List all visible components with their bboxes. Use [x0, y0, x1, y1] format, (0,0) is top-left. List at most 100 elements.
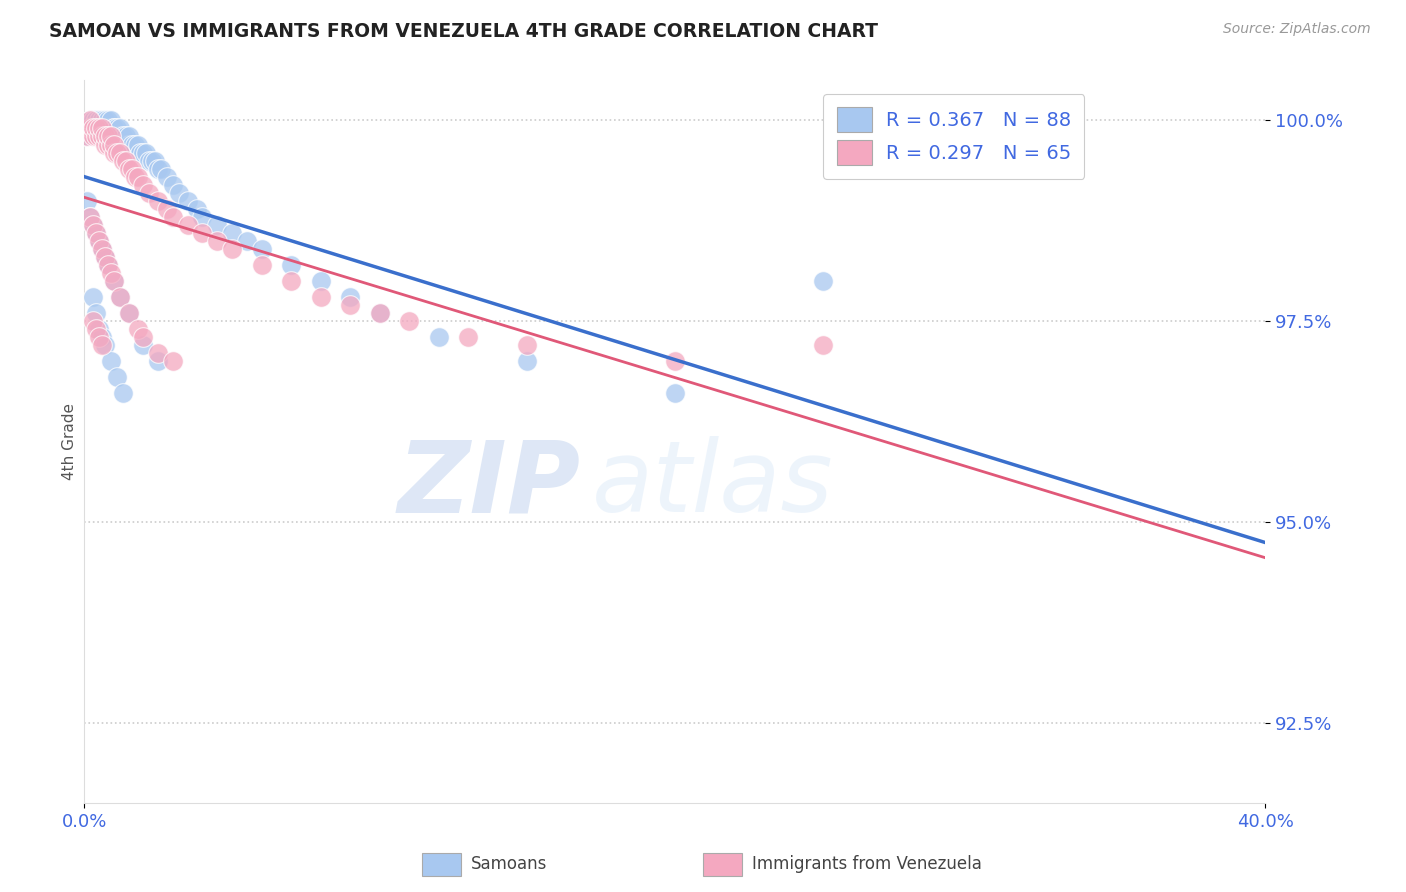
Point	[82, 314, 104, 328]
Point	[118, 137, 141, 152]
Point	[811, 274, 834, 288]
Point	[127, 137, 149, 152]
Point	[84, 322, 107, 336]
Text: atlas: atlas	[592, 436, 834, 533]
Point	[105, 370, 128, 384]
Point	[87, 121, 111, 136]
Point	[103, 274, 125, 288]
Point	[141, 153, 163, 168]
Text: ZIP: ZIP	[398, 436, 581, 533]
Point	[91, 129, 114, 144]
Point	[84, 226, 107, 240]
Point	[280, 274, 302, 288]
Point	[124, 169, 146, 184]
Point	[148, 194, 170, 208]
Point	[82, 113, 104, 128]
Point	[118, 161, 141, 176]
Point	[221, 242, 243, 256]
Point	[105, 121, 128, 136]
Point	[87, 129, 111, 144]
Point	[91, 242, 114, 256]
Point	[87, 322, 111, 336]
Point	[309, 290, 332, 304]
Point	[108, 290, 131, 304]
Point	[94, 121, 117, 136]
Point	[79, 113, 101, 128]
Point	[79, 113, 101, 128]
Point	[368, 306, 391, 320]
Point	[82, 121, 104, 136]
Point	[82, 113, 104, 128]
Point	[108, 145, 131, 160]
Point	[111, 137, 134, 152]
Point	[111, 129, 134, 144]
Point	[94, 129, 117, 144]
Point	[97, 137, 120, 152]
Point	[664, 386, 686, 401]
Point	[97, 129, 120, 144]
Point	[118, 306, 141, 320]
Point	[91, 242, 114, 256]
Point	[100, 129, 122, 144]
Point	[132, 145, 155, 160]
Point	[148, 354, 170, 368]
Point	[84, 129, 107, 144]
Point	[138, 186, 160, 200]
Point	[91, 113, 114, 128]
Point	[82, 218, 104, 232]
Point	[97, 258, 120, 272]
Point	[127, 322, 149, 336]
Point	[105, 145, 128, 160]
Point	[191, 210, 214, 224]
Point	[94, 121, 117, 136]
Point	[76, 129, 98, 144]
Point	[100, 129, 122, 144]
Point	[105, 129, 128, 144]
Point	[138, 153, 160, 168]
Text: Immigrants from Venezuela: Immigrants from Venezuela	[752, 855, 981, 873]
Point	[207, 218, 229, 232]
Point	[91, 121, 114, 136]
Point	[162, 354, 184, 368]
Point	[79, 121, 101, 136]
Point	[108, 290, 131, 304]
Point	[127, 169, 149, 184]
Point	[664, 354, 686, 368]
Point	[84, 121, 107, 136]
Point	[114, 129, 136, 144]
Point	[457, 330, 479, 344]
Point	[87, 330, 111, 344]
Point	[87, 113, 111, 128]
Point	[339, 298, 361, 312]
Point	[82, 218, 104, 232]
Point	[162, 210, 184, 224]
Point	[811, 338, 834, 352]
Point	[103, 137, 125, 152]
Point	[94, 113, 117, 128]
Point	[398, 314, 420, 328]
Point	[91, 121, 114, 136]
Point	[148, 161, 170, 176]
Point	[76, 194, 98, 208]
Point	[82, 290, 104, 304]
Point	[94, 250, 117, 264]
Point	[121, 137, 143, 152]
Point	[111, 386, 134, 401]
Point	[100, 354, 122, 368]
Point	[87, 129, 111, 144]
Point	[91, 330, 114, 344]
Point	[91, 338, 114, 352]
Point	[82, 129, 104, 144]
Point	[339, 290, 361, 304]
Text: SAMOAN VS IMMIGRANTS FROM VENEZUELA 4TH GRADE CORRELATION CHART: SAMOAN VS IMMIGRANTS FROM VENEZUELA 4TH …	[49, 22, 879, 41]
Point	[100, 137, 122, 152]
Point	[97, 121, 120, 136]
Point	[97, 129, 120, 144]
Point	[76, 129, 98, 144]
Point	[94, 137, 117, 152]
Point	[87, 121, 111, 136]
Point	[516, 354, 538, 368]
Point	[250, 258, 273, 272]
Point	[94, 129, 117, 144]
Point	[114, 137, 136, 152]
